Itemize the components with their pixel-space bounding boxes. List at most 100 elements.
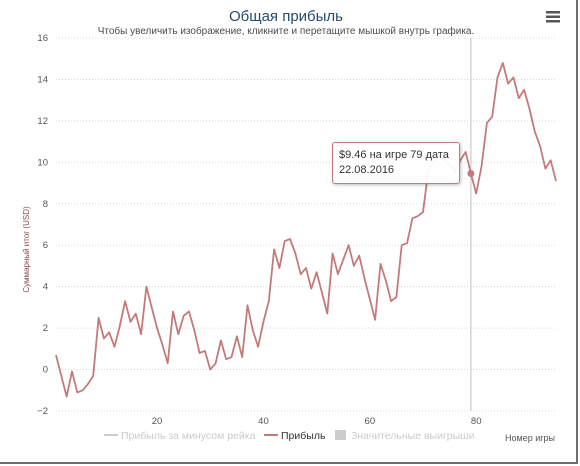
data-point (65, 395, 67, 397)
data-point (534, 130, 536, 132)
data-point (273, 248, 275, 250)
data-point (230, 356, 232, 358)
data-point (92, 375, 94, 377)
data-point (76, 391, 78, 393)
y-tick-label: 14 (37, 74, 48, 85)
legend-box-icon (335, 430, 346, 440)
chart-menu-button[interactable] (542, 6, 564, 26)
data-point (486, 122, 488, 124)
y-tick-label: 10 (37, 157, 48, 168)
x-tick-label: 80 (471, 416, 482, 427)
data-point (326, 312, 328, 314)
x-tick-label: 40 (258, 416, 269, 427)
data-point (555, 180, 557, 182)
data-point (124, 300, 126, 302)
data-point (300, 273, 302, 275)
data-point (422, 211, 424, 213)
legend[interactable]: Прибыль за минусом рейка Прибыль Значитель… (104, 430, 475, 442)
data-point (347, 244, 349, 246)
data-point (502, 62, 504, 64)
data-point (257, 346, 259, 348)
data-point (310, 288, 312, 290)
data-point (512, 76, 514, 78)
data-point (97, 317, 99, 319)
data-point (140, 333, 142, 335)
data-point (464, 151, 466, 153)
legend-item[interactable]: Прибыль (264, 430, 326, 442)
y-axis-label: Суммарный итог (USD) (22, 206, 31, 293)
data-point (71, 370, 73, 372)
legend-item[interactable]: Значительные выигрыши (335, 430, 475, 442)
data-point (337, 273, 339, 275)
data-point (539, 145, 541, 147)
data-point (496, 76, 498, 78)
data-point (262, 321, 264, 323)
chart-subtitle: Чтобы увеличить изображение, кликните и … (98, 25, 475, 37)
data-point (342, 259, 344, 261)
data-point (268, 300, 270, 302)
data-point (417, 215, 419, 217)
data-point (183, 315, 185, 317)
data-point (167, 362, 169, 364)
data-point (177, 333, 179, 335)
tooltip: $9.46 на игре 79 дата 22.08.2016 (332, 142, 460, 184)
data-point (284, 240, 286, 242)
data-point (193, 329, 195, 331)
data-point (241, 356, 243, 358)
data-point (156, 327, 158, 329)
data-point (220, 339, 222, 341)
data-point (103, 337, 105, 339)
data-point (161, 344, 163, 346)
y-tick-label: 4 (43, 282, 48, 293)
data-point (475, 192, 477, 194)
data-point (108, 331, 110, 333)
data-point (246, 304, 248, 306)
y-tick-label: 2 (43, 323, 48, 334)
data-point (385, 279, 387, 281)
data-point (87, 383, 89, 385)
grid-lines (56, 37, 556, 412)
chart-title: Общая прибыль (229, 8, 343, 25)
data-point (331, 252, 333, 254)
data-point (145, 286, 147, 288)
data-point (315, 271, 317, 273)
data-point (379, 263, 381, 265)
y-tick-label: −2 (37, 406, 48, 417)
data-point (491, 116, 493, 118)
data-point (518, 97, 520, 99)
data-point (321, 292, 323, 294)
data-point (151, 306, 153, 308)
data-point (198, 352, 200, 354)
data-point (411, 217, 413, 219)
data-point (60, 375, 62, 377)
data-point (523, 89, 525, 91)
data-point (507, 82, 509, 84)
data-point (369, 298, 371, 300)
data-point (544, 167, 546, 169)
y-tick-label: 0 (43, 365, 48, 376)
data-point (236, 335, 238, 337)
data-point (406, 242, 408, 244)
x-tick-label: 20 (152, 416, 163, 427)
data-point (55, 354, 57, 356)
data-point (252, 329, 254, 331)
data-point (374, 319, 376, 321)
hamburger-icon (546, 11, 560, 23)
data-point (135, 312, 137, 314)
series-layer (55, 62, 557, 398)
data-point (467, 170, 475, 177)
data-point (390, 300, 392, 302)
data-point (528, 107, 530, 109)
y-tick-label: 8 (43, 199, 48, 210)
data-point (225, 358, 227, 360)
data-point (289, 238, 291, 240)
data-point (550, 159, 552, 161)
legend-item[interactable]: Прибыль за минусом рейка (104, 430, 256, 442)
x-axis-label: Номер игры (505, 433, 555, 443)
data-point (353, 265, 355, 267)
data-point (305, 267, 307, 269)
data-point (209, 368, 211, 370)
legend-label: Прибыль (281, 430, 326, 442)
